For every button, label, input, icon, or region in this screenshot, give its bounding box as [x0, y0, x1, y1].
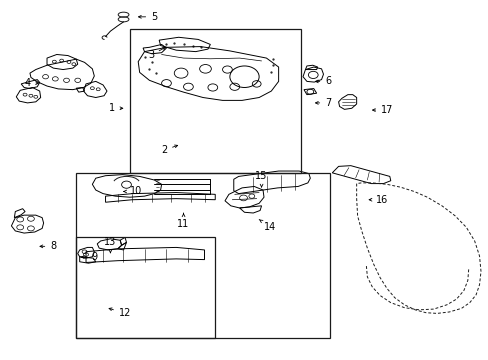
Bar — [130, 30, 300, 173]
Text: 15: 15 — [255, 171, 267, 187]
Text: 11: 11 — [177, 213, 189, 229]
Bar — [76, 173, 329, 338]
Text: 8: 8 — [40, 241, 56, 251]
Bar — [76, 237, 215, 338]
Text: 13: 13 — [104, 237, 116, 253]
Text: 3: 3 — [147, 47, 165, 60]
Text: 2: 2 — [161, 145, 177, 155]
Text: 17: 17 — [372, 105, 393, 115]
Text: 5: 5 — [138, 12, 157, 22]
Text: 12: 12 — [109, 308, 131, 318]
Text: 16: 16 — [368, 195, 388, 205]
Text: 4: 4 — [24, 78, 39, 88]
Text: 1: 1 — [109, 103, 122, 113]
Text: 10: 10 — [123, 186, 142, 197]
Text: 6: 6 — [315, 76, 331, 86]
Text: 7: 7 — [315, 98, 331, 108]
Text: 9: 9 — [81, 252, 97, 262]
Text: 14: 14 — [259, 220, 276, 232]
